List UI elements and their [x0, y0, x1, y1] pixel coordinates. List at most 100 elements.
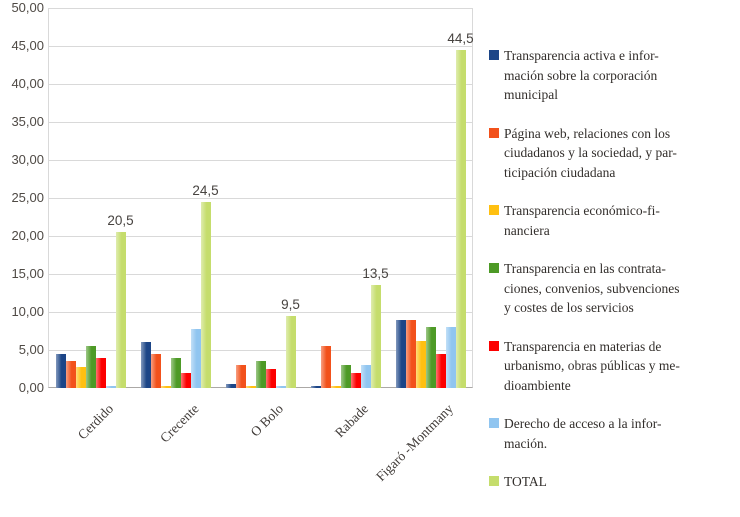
- legend-item-line: ciudadanos y la sociedad, y par-: [504, 145, 677, 160]
- bar-shine: [245, 386, 256, 388]
- legend-item: TOTAL: [489, 472, 737, 492]
- bar-series-1: [55, 353, 66, 388]
- bar-series-2: [320, 346, 331, 388]
- bar-shine: [55, 353, 66, 388]
- legend-item-line: municipal: [504, 87, 558, 102]
- bar-series-6: [445, 327, 456, 388]
- bar-shine: [190, 329, 201, 388]
- gridline: [49, 160, 472, 161]
- legend-item-line: urbanismo, obras públicas y me-: [504, 358, 680, 373]
- bar-series-4: [170, 357, 181, 388]
- bar-total: [285, 315, 296, 388]
- bar-series-5: [265, 369, 276, 388]
- bar-shine: [455, 49, 466, 388]
- legend-item-line: y costes de los servicios: [504, 300, 634, 315]
- legend-marker-icon: [489, 476, 499, 486]
- legend-marker-icon: [489, 340, 499, 351]
- bar-shine: [150, 353, 161, 388]
- x-axis-category-label: Figaró -Montmany: [373, 401, 457, 484]
- x-axis-category-label: Crecente: [156, 401, 202, 446]
- bar-series-2: [65, 361, 76, 388]
- bar-shine: [200, 201, 211, 388]
- legend-item-line: Página web, relaciones con los: [504, 125, 671, 141]
- bar-total: [370, 285, 381, 388]
- legend-item-line: Transparencia en materias de: [504, 338, 662, 354]
- y-axis-tick-label: 5,00: [18, 342, 44, 357]
- bar-series-2: [150, 353, 161, 388]
- bar-shine: [265, 369, 276, 388]
- legend-item-label: TOTAL: [504, 472, 547, 492]
- data-label: 13,5: [362, 266, 389, 282]
- data-label: 20,5: [107, 213, 134, 229]
- y-axis-tick-label: 45,00: [11, 38, 44, 53]
- legend-item: Derecho de acceso a la infor-mación.: [489, 414, 737, 453]
- y-axis-tick-label: 30,00: [11, 152, 44, 167]
- legend-item-line: ticipación ciudadana: [504, 164, 616, 180]
- bar-series-6: [360, 365, 371, 388]
- legend-item: Transparencia en las contrata-ciones, co…: [489, 259, 737, 318]
- legend-item-label: Página web, relaciones con los ciudadanos…: [504, 124, 677, 183]
- y-axis-tick-label: 40,00: [11, 76, 44, 91]
- gridline: [49, 198, 472, 199]
- bar-series-1: [140, 342, 151, 388]
- legend-marker-icon: [489, 50, 499, 60]
- bar-shine: [160, 386, 171, 388]
- bar-series-4: [425, 327, 436, 388]
- bar-shine: [85, 346, 96, 388]
- bar-shine: [95, 357, 106, 388]
- bar-series-2: [235, 365, 246, 388]
- bar-shine: [180, 372, 191, 388]
- chart-legend: Transparencia activa e infor-mación sobr…: [489, 0, 737, 517]
- bar-shine: [435, 353, 446, 388]
- bar-series-3: [330, 386, 341, 388]
- x-axis-category-label: Cerdido: [74, 401, 117, 443]
- bar-series-5: [95, 357, 106, 388]
- bar-shine: [235, 365, 246, 388]
- bar-series-5: [435, 353, 446, 388]
- legend-marker-icon: [489, 263, 499, 273]
- bar-series-3: [75, 367, 86, 388]
- bar-shine: [320, 346, 331, 388]
- legend-marker-icon: [489, 127, 499, 138]
- gridline: [49, 122, 472, 123]
- bar-shine: [105, 386, 116, 388]
- bar-shine: [360, 365, 371, 388]
- bar-total: [115, 232, 126, 388]
- bar-shine: [350, 372, 361, 388]
- bar-series-5: [350, 372, 361, 388]
- bar-shine: [395, 319, 406, 388]
- legend-marker-icon: [489, 205, 499, 215]
- bar-shine: [415, 340, 426, 388]
- legend-item-line: ciones, convenios, subvenciones: [504, 280, 680, 296]
- y-axis-tick-label: 10,00: [11, 304, 44, 319]
- bar-series-3: [245, 386, 256, 388]
- legend-item-label: Transparencia económico-fi-nanciera: [504, 201, 660, 240]
- bar-shine: [405, 319, 416, 388]
- bar-shine: [255, 361, 266, 388]
- legend-item-line: mación.: [504, 435, 548, 451]
- y-axis-tick-label: 35,00: [11, 114, 44, 129]
- bar-total: [455, 49, 466, 388]
- y-axis-tick-label: 15,00: [11, 266, 44, 281]
- gridline: [49, 236, 472, 237]
- legend-marker-icon: [489, 418, 499, 428]
- legend-item-label: Transparencia activa e infor-mación sobr…: [504, 46, 659, 105]
- legend-item-line: nanciera: [504, 222, 550, 238]
- legend-item: Página web, relaciones con los ciudadanos…: [489, 124, 737, 183]
- bar-shine: [285, 315, 296, 388]
- bar-shine: [170, 357, 181, 388]
- bar-shine: [275, 386, 286, 388]
- gridline: [49, 46, 472, 47]
- bar-series-3: [415, 340, 426, 388]
- bar-shine: [75, 367, 86, 388]
- legend-item-line: mación sobre la corporación: [504, 67, 658, 83]
- x-axis-category-label: O Bolo: [247, 401, 287, 440]
- bar-series-6: [275, 386, 286, 388]
- legend-item-label: Transparencia en las contrata-ciones, co…: [504, 259, 679, 318]
- data-label: 24,5: [192, 182, 219, 198]
- legend-item-line: Transparencia económico-fi-: [504, 203, 660, 218]
- bar-shine: [310, 386, 321, 388]
- bar-shine: [115, 232, 126, 388]
- legend-item-line: dioambiente: [504, 377, 571, 393]
